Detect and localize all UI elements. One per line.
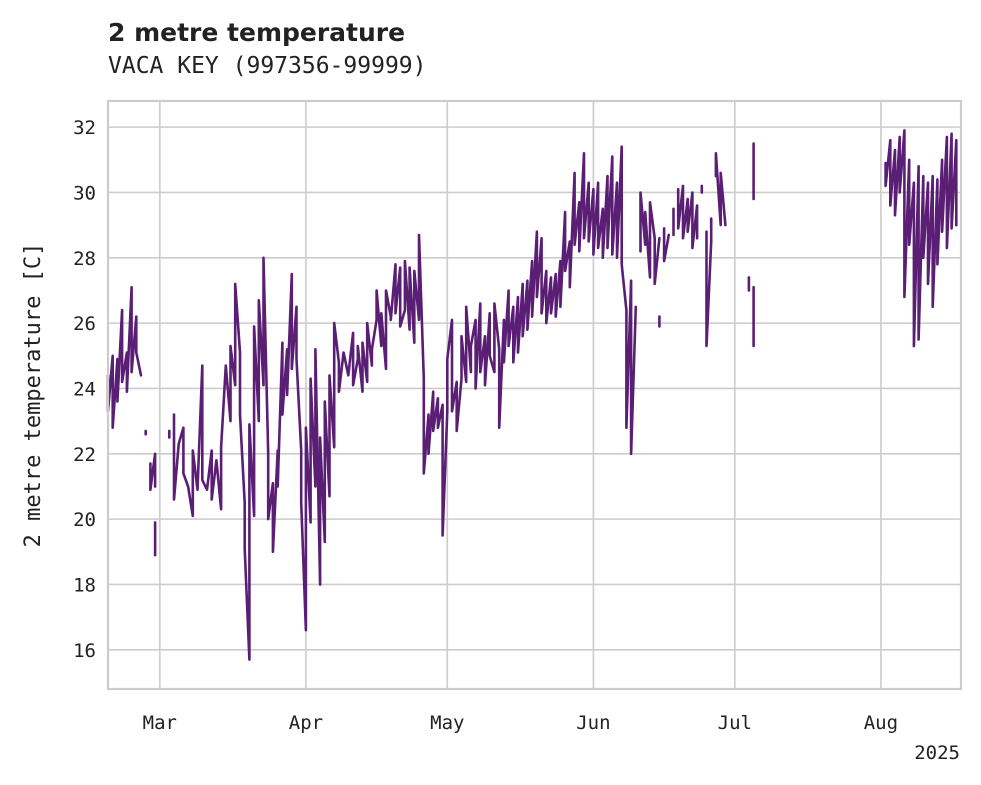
series-segment-17 bbox=[884, 129, 958, 348]
x-axis-offset-label: 2025 bbox=[914, 742, 960, 764]
chart-title: 2 metre temperature bbox=[108, 18, 405, 47]
series-segment-8 bbox=[662, 227, 671, 263]
y-tick-label-32: 32 bbox=[73, 117, 96, 139]
y-axis-ticks: 16 18 20 22 24 26 28 30 32 bbox=[73, 117, 96, 662]
x-tick-label-may: May bbox=[430, 712, 464, 734]
y-tick-label-30: 30 bbox=[73, 182, 96, 204]
x-tick-label-jul: Jul bbox=[718, 712, 752, 734]
series-segment-6 bbox=[639, 191, 661, 286]
x-tick-label-aug: Aug bbox=[864, 712, 898, 734]
series-segment-2 bbox=[149, 452, 157, 491]
y-tick-label-16: 16 bbox=[73, 640, 96, 662]
y-tick-label-22: 22 bbox=[73, 444, 96, 466]
plot-frame bbox=[106, 99, 963, 691]
series-segment-10 bbox=[676, 184, 699, 250]
series-segment-5 bbox=[172, 145, 638, 661]
x-tick-label-apr: Apr bbox=[289, 712, 323, 734]
y-tick-label-26: 26 bbox=[73, 313, 96, 335]
y-tick-label-28: 28 bbox=[73, 248, 96, 270]
series-segment-12 bbox=[705, 217, 713, 348]
y-tick-label-24: 24 bbox=[73, 378, 96, 400]
y-axis-label: 2 metre temperature [C] bbox=[21, 243, 46, 548]
x-tick-label-mar: Mar bbox=[143, 712, 177, 734]
series-segment-0 bbox=[106, 285, 143, 429]
y-tick-label-20: 20 bbox=[73, 509, 96, 531]
grid-lines bbox=[108, 101, 961, 689]
x-tick-label-jun: Jun bbox=[576, 712, 610, 734]
chart-subtitle: VACA KEY (997356-99999) bbox=[108, 53, 427, 79]
x-axis-ticks: Mar Apr May Jun Jul Aug bbox=[143, 712, 898, 734]
y-tick-label-18: 18 bbox=[73, 574, 96, 596]
series-segment-13 bbox=[714, 152, 727, 227]
series-line bbox=[106, 129, 958, 661]
